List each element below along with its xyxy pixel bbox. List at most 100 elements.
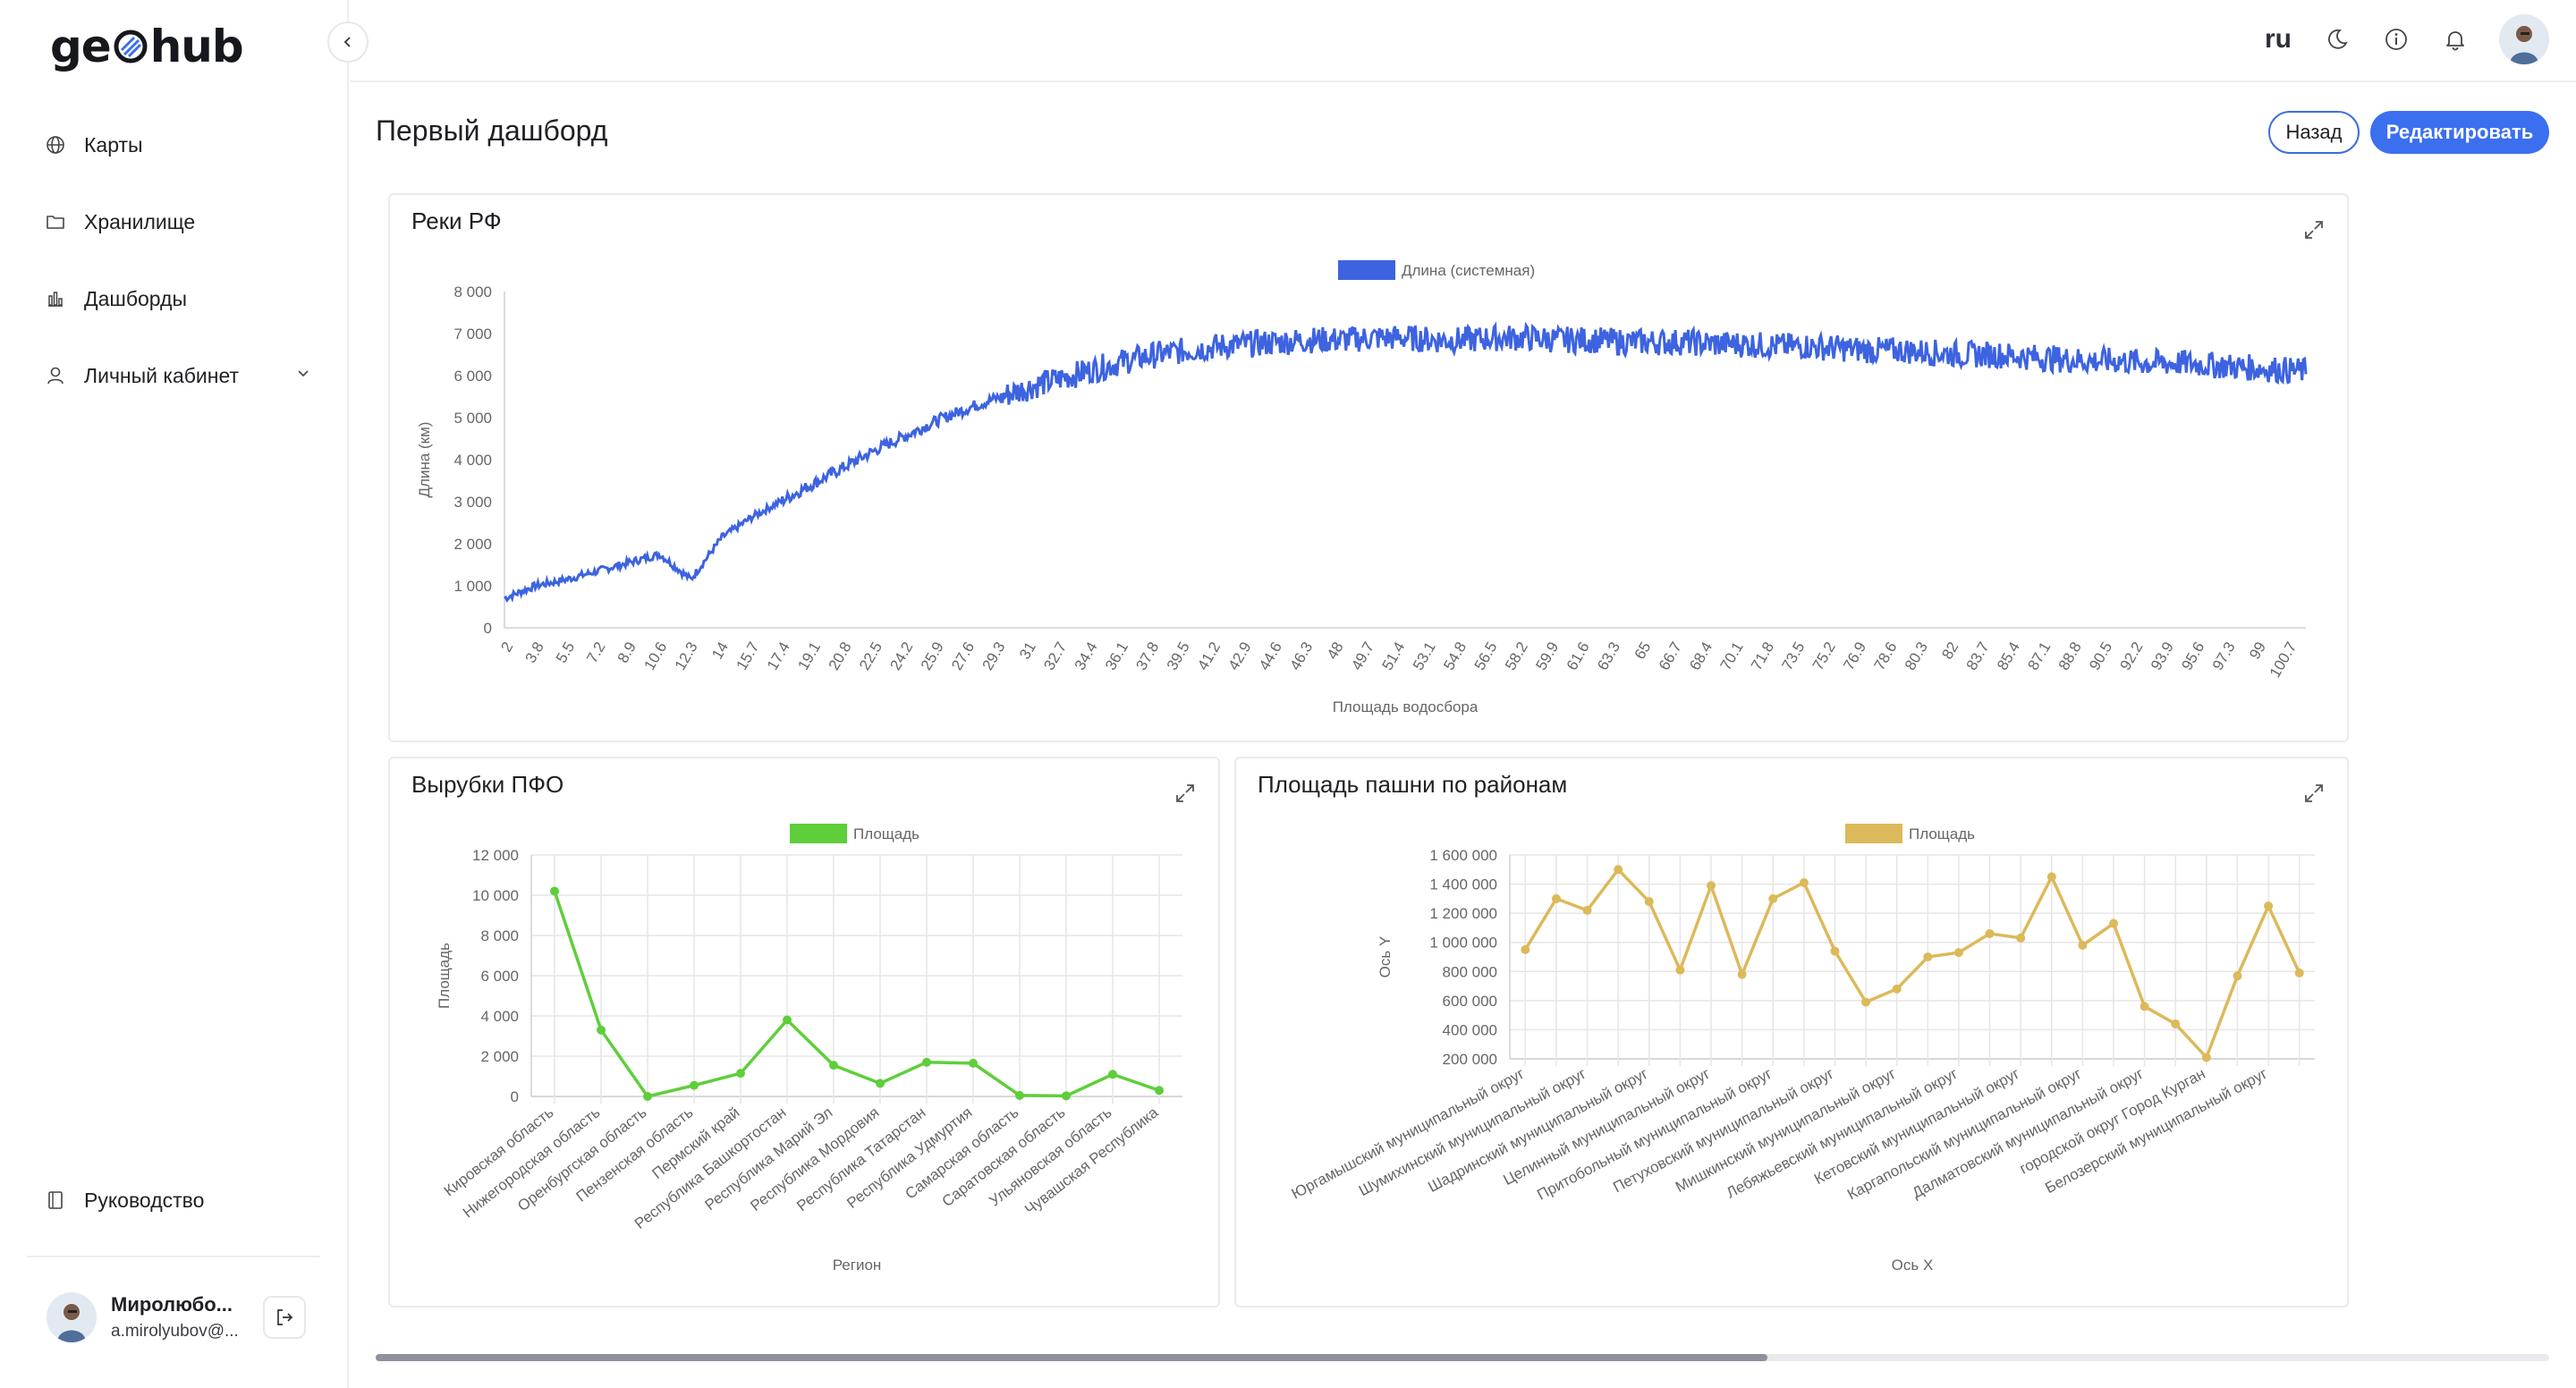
- data-point: [597, 1025, 606, 1035]
- x-tick-label: 44.6: [1256, 639, 1285, 673]
- y-tick-label: 1 000 000: [1429, 935, 1497, 952]
- folder-icon: [43, 209, 68, 234]
- x-tick-label: 78.6: [1871, 639, 1901, 673]
- data-point: [1582, 905, 1592, 915]
- sidebar-item-storage[interactable]: Хранилище: [43, 202, 311, 241]
- y-tick-label: 4 000: [453, 452, 492, 469]
- y-tick-label: 200 000: [1443, 1051, 1497, 1068]
- data-point: [2171, 1019, 2181, 1028]
- x-tick-label: 10.6: [640, 639, 670, 673]
- language-switch[interactable]: ru: [2265, 24, 2292, 54]
- geohub-logo[interactable]: ge hub: [50, 20, 244, 73]
- y-tick-label: 0: [511, 1088, 519, 1105]
- x-tick-label: 14: [708, 639, 732, 663]
- data-point: [2140, 1002, 2149, 1011]
- sidebar-item-label: Руководство: [84, 1188, 205, 1212]
- x-tick-label: 39.5: [1164, 639, 1193, 673]
- x-tick-label: 90.5: [2086, 639, 2115, 673]
- data-point: [736, 1069, 745, 1079]
- sidebar-item-label: Личный кабинет: [84, 363, 240, 387]
- data-point: [829, 1061, 838, 1071]
- legend-label: Площадь: [1909, 825, 1975, 842]
- horizontal-scrollbar[interactable]: [376, 1354, 2549, 1361]
- y-tick-label: 1 200 000: [1429, 905, 1497, 922]
- data-point: [2016, 933, 2026, 943]
- x-tick-label: 93.9: [2148, 639, 2177, 673]
- sidebar-item-guide[interactable]: Руководство: [43, 1181, 311, 1220]
- x-tick-label: 68.4: [1686, 639, 1716, 673]
- data-point: [1551, 893, 1561, 903]
- bell-icon[interactable]: [2440, 24, 2470, 55]
- x-tick-label: 36.1: [1102, 639, 1131, 673]
- x-tick-label: 51.4: [1378, 639, 1408, 673]
- x-tick-label: 8.9: [614, 639, 640, 666]
- data-point: [876, 1079, 885, 1088]
- data-point: [1062, 1091, 1071, 1101]
- x-tick-label: 24.2: [886, 639, 916, 673]
- user-info: Миролюбо... a.mirolyubov@...: [111, 1293, 245, 1341]
- back-button[interactable]: Назад: [2268, 111, 2360, 154]
- avatar[interactable]: [47, 1292, 97, 1342]
- scrollbar-thumb[interactable]: [376, 1354, 1767, 1361]
- y-tick-label: 2 000: [453, 536, 492, 553]
- series-line: [553, 890, 1160, 1098]
- chart-card-cuts: Площадь 0 2 000 4 000 6 000 8 000 10 000 12 000…: [388, 757, 1220, 1308]
- y-axis-title: Ось Y: [1377, 936, 1394, 978]
- y-tick-label: 3 000: [453, 494, 492, 511]
- user-email: a.mirolyubov@...: [111, 1322, 239, 1341]
- expand-icon[interactable]: [2301, 780, 2327, 807]
- data-point: [690, 1080, 699, 1090]
- data-point: [1953, 948, 1963, 958]
- legend-swatch: [1338, 260, 1395, 280]
- y-tick-label: 600 000: [1443, 993, 1497, 1010]
- expand-icon[interactable]: [2301, 216, 2327, 243]
- expand-icon[interactable]: [1172, 780, 1199, 807]
- data-point: [969, 1058, 978, 1068]
- x-axis-title: Площадь водосбора: [1333, 698, 1479, 715]
- chart-card-arable: Площадь 200 000 400 000 600 000 800 000 1 000…: [1234, 757, 2349, 1308]
- data-point: [1830, 946, 1840, 956]
- arable-chart: Площадь 200 000 400 000 600 000 800 000 1 000…: [1289, 824, 2315, 1274]
- x-tick-label: 46.3: [1286, 639, 1316, 673]
- globe-icon: [43, 132, 68, 157]
- x-tick-label: 87.1: [2024, 639, 2054, 673]
- x-tick-label: 15.7: [733, 639, 762, 673]
- x-tick-label: 82: [1938, 639, 1962, 663]
- legend-label: Длина (системная): [1402, 262, 1535, 279]
- y-tick-label: 6 000: [480, 968, 519, 985]
- chevron-left-icon: [343, 37, 351, 47]
- y-axis-title: Длина (км): [416, 422, 433, 498]
- series-line: [1523, 867, 2301, 1061]
- y-tick-label: 1 000: [453, 578, 492, 595]
- x-tick-label: 92.2: [2117, 639, 2147, 673]
- x-tick-label: 65: [1631, 639, 1655, 663]
- avatar[interactable]: [2499, 14, 2549, 64]
- x-tick-label: 73.5: [1778, 639, 1808, 673]
- y-tick-label: 12 000: [472, 847, 519, 864]
- x-tick-label: 42.9: [1225, 639, 1255, 673]
- x-tick-label: 95.6: [2178, 639, 2207, 673]
- sidebar-item-dashboards[interactable]: Дашборды: [43, 279, 311, 318]
- y-tick-label: 8 000: [480, 927, 519, 944]
- data-point: [2233, 971, 2242, 981]
- data-point: [2201, 1053, 2211, 1062]
- x-tick-label: Юргамышский муниципальный округ: [1289, 1065, 1528, 1203]
- x-tick-label: 58.2: [1502, 639, 1531, 673]
- x-tick-label: 31: [1016, 639, 1039, 663]
- info-icon[interactable]: [2381, 24, 2411, 55]
- edit-button[interactable]: Редактировать: [2370, 111, 2549, 154]
- x-tick-label: 76.9: [1840, 639, 1869, 673]
- data-point: [1108, 1070, 1117, 1079]
- x-tick-label: 41.2: [1194, 639, 1224, 673]
- sidebar-item-account[interactable]: Личный кабинет: [43, 356, 311, 395]
- moon-icon[interactable]: [2322, 24, 2352, 55]
- sidebar-item-maps[interactable]: Карты: [43, 125, 311, 165]
- x-tick-label: 75.2: [1809, 639, 1839, 673]
- x-tick-label: 85.4: [1994, 639, 2023, 673]
- chart-title: Вырубки ПФО: [411, 771, 564, 798]
- data-point: [2078, 940, 2088, 950]
- page-title: Первый дашборд: [376, 114, 608, 147]
- x-tick-label: 59.9: [1532, 639, 1562, 673]
- collapse-sidebar-button[interactable]: [327, 21, 369, 63]
- logout-button[interactable]: [263, 1296, 306, 1339]
